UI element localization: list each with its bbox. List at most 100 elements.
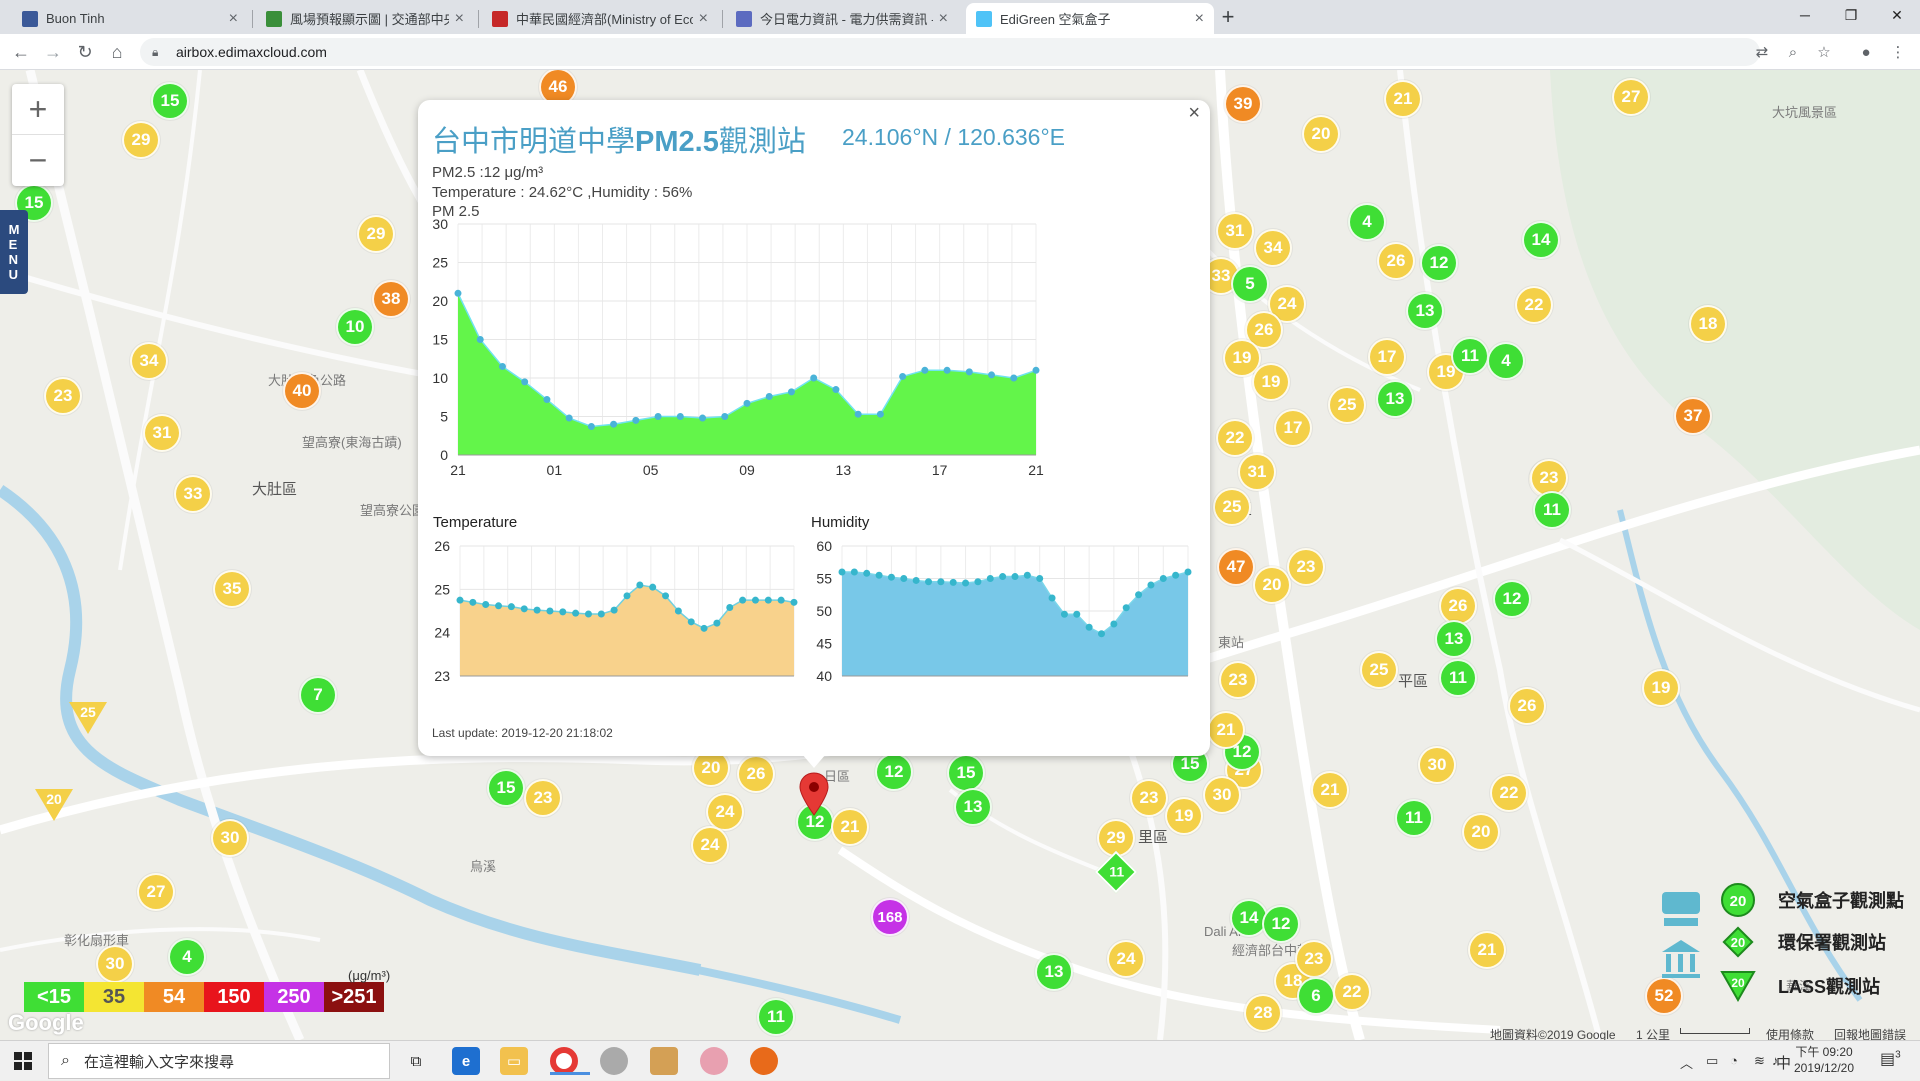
- airbox-station-marker[interactable]: 11: [1451, 337, 1489, 375]
- airbox-station-marker[interactable]: 30: [211, 819, 249, 857]
- airbox-station-marker[interactable]: 14: [1230, 899, 1268, 937]
- airbox-station-marker[interactable]: 12: [1262, 905, 1300, 943]
- browser-tab[interactable]: Buon Tinh ×: [12, 3, 248, 34]
- app-icon-4[interactable]: [750, 1047, 778, 1075]
- airbox-station-marker[interactable]: 31: [1216, 212, 1254, 250]
- airbox-station-marker[interactable]: 168: [871, 898, 909, 936]
- airbox-station-marker[interactable]: 24: [1107, 940, 1145, 978]
- volume-icon[interactable]: ♪: [1772, 1053, 1779, 1068]
- airbox-station-marker[interactable]: 26: [1508, 687, 1546, 725]
- airbox-station-marker[interactable]: 23: [1530, 459, 1568, 497]
- airbox-station-marker[interactable]: 11: [757, 998, 795, 1036]
- more-menu-icon[interactable]: ⋮: [1890, 44, 1906, 61]
- airbox-station-marker[interactable]: 26: [737, 755, 775, 793]
- airbox-station-marker[interactable]: 17: [1274, 409, 1312, 447]
- airbox-station-marker[interactable]: 4: [1487, 342, 1525, 380]
- browser-tab[interactable]: 中華民國經濟部(Ministry of Econ ×: [482, 3, 718, 34]
- airbox-station-marker[interactable]: 47: [1217, 548, 1255, 586]
- report-error-link[interactable]: 回報地圖錯誤: [1834, 1028, 1907, 1040]
- lass-station-marker[interactable]: 25: [69, 702, 107, 734]
- edge-icon[interactable]: e: [452, 1047, 480, 1075]
- selected-location-pin[interactable]: [798, 772, 830, 816]
- browser-tab[interactable]: 今日電力資訊 - 電力供需資訊 - 台 ×: [726, 3, 958, 34]
- airbox-station-marker[interactable]: 28: [1244, 994, 1282, 1032]
- airbox-station-marker[interactable]: 13: [1376, 380, 1414, 418]
- ime-indicator[interactable]: 中: [1776, 1055, 1792, 1072]
- airbox-station-marker[interactable]: 40: [283, 372, 321, 410]
- taskbar-search-input[interactable]: ⌕ 在這裡輸入文字來搜尋: [48, 1043, 390, 1079]
- app-icon-3[interactable]: [700, 1047, 728, 1075]
- airbox-station-marker[interactable]: 19: [1165, 797, 1203, 835]
- airbox-station-marker[interactable]: 11: [1395, 799, 1433, 837]
- airbox-station-marker[interactable]: 23: [1219, 661, 1257, 699]
- airbox-station-marker[interactable]: 25: [1328, 386, 1366, 424]
- airbox-station-marker[interactable]: 23: [1295, 940, 1333, 978]
- airbox-station-marker[interactable]: 15: [947, 754, 985, 792]
- new-tab-button[interactable]: +: [1221, 4, 1235, 29]
- zoom-out-button[interactable]: −: [28, 142, 48, 178]
- airbox-station-marker[interactable]: 13: [954, 788, 992, 826]
- tab-close-icon[interactable]: ×: [454, 9, 464, 27]
- notifications-icon[interactable]: ▤3: [1880, 1049, 1901, 1068]
- airbox-station-marker[interactable]: 27: [1612, 78, 1650, 116]
- tab-close-icon[interactable]: ×: [228, 9, 238, 27]
- profile-icon[interactable]: ●: [1861, 43, 1871, 61]
- airbox-station-marker[interactable]: 29: [1097, 819, 1135, 857]
- airbox-station-marker[interactable]: 30: [96, 945, 134, 983]
- lass-station-marker[interactable]: 20: [35, 789, 73, 821]
- tab-close-icon[interactable]: ×: [1194, 9, 1204, 27]
- airbox-station-marker[interactable]: 30: [1418, 746, 1456, 784]
- airbox-station-marker[interactable]: 17: [1368, 338, 1406, 376]
- browser-tab[interactable]: 風場預報顯示圖 | 交通部中央氣象局 ×: [256, 3, 474, 34]
- airbox-station-marker[interactable]: 19: [1642, 669, 1680, 707]
- airbox-station-marker[interactable]: 20: [1302, 115, 1340, 153]
- airbox-station-marker[interactable]: 25: [1213, 488, 1251, 526]
- tab-close-icon[interactable]: ×: [938, 9, 948, 27]
- home-icon[interactable]: ⌂: [111, 41, 123, 62]
- airbox-station-marker[interactable]: 23: [1287, 548, 1325, 586]
- airbox-station-marker[interactable]: 31: [143, 414, 181, 452]
- airbox-station-marker[interactable]: 23: [44, 377, 82, 415]
- airbox-station-marker[interactable]: 25: [1360, 651, 1398, 689]
- airbox-station-marker[interactable]: 20: [1253, 566, 1291, 604]
- airbox-station-marker[interactable]: 4: [168, 938, 206, 976]
- airbox-station-marker[interactable]: 37: [1674, 397, 1712, 435]
- airbox-station-marker[interactable]: 5: [1231, 265, 1269, 303]
- zoom-icon[interactable]: ⌕: [1788, 43, 1798, 61]
- airbox-station-marker[interactable]: 12: [1493, 580, 1531, 618]
- airbox-station-marker[interactable]: 18: [1689, 305, 1727, 343]
- wifi-icon[interactable]: ≋: [1754, 1053, 1765, 1068]
- close-window-icon[interactable]: ✕: [1891, 6, 1903, 23]
- airbox-station-marker[interactable]: 33: [174, 475, 212, 513]
- url-input[interactable]: 🔒︎ airbox.edimaxcloud.com: [140, 38, 1760, 66]
- file-explorer-icon[interactable]: ▭: [500, 1047, 528, 1075]
- airbox-station-marker[interactable]: 21: [1311, 771, 1349, 809]
- airbox-station-marker[interactable]: 21: [1468, 931, 1506, 969]
- airbox-station-marker[interactable]: 20: [1462, 813, 1500, 851]
- popup-close-icon[interactable]: ×: [1188, 102, 1200, 124]
- task-view-icon[interactable]: ⧉: [410, 1052, 422, 1070]
- airbox-station-marker[interactable]: 26: [1377, 242, 1415, 280]
- airbox-station-marker[interactable]: 29: [357, 215, 395, 253]
- airbox-station-marker[interactable]: 22: [1490, 774, 1528, 812]
- airbox-station-marker[interactable]: 29: [122, 121, 160, 159]
- airbox-station-marker[interactable]: 52: [1645, 977, 1683, 1015]
- airbox-station-marker[interactable]: 10: [336, 308, 374, 346]
- minimize-icon[interactable]: ─: [1800, 7, 1810, 23]
- bookmark-star-icon[interactable]: ☆: [1817, 44, 1831, 61]
- airbox-station-marker[interactable]: 19: [1252, 363, 1290, 401]
- app-icon-2[interactable]: [650, 1047, 678, 1075]
- terms-link[interactable]: 使用條款: [1766, 1028, 1815, 1040]
- airbox-station-marker[interactable]: 24: [691, 826, 729, 864]
- windows-start-icon[interactable]: [0, 1041, 46, 1081]
- airbox-station-marker[interactable]: 26: [1439, 587, 1477, 625]
- airbox-station-marker[interactable]: 7: [299, 676, 337, 714]
- airbox-station-marker[interactable]: 27: [137, 873, 175, 911]
- airbox-station-marker[interactable]: 22: [1333, 973, 1371, 1011]
- airbox-station-marker[interactable]: 31: [1238, 453, 1276, 491]
- airbox-station-marker[interactable]: 21: [1207, 711, 1245, 749]
- airbox-station-marker[interactable]: 34: [1254, 229, 1292, 267]
- airbox-station-marker[interactable]: 23: [1130, 779, 1168, 817]
- airbox-station-marker[interactable]: 21: [831, 808, 869, 846]
- airbox-station-marker[interactable]: 12: [875, 753, 913, 791]
